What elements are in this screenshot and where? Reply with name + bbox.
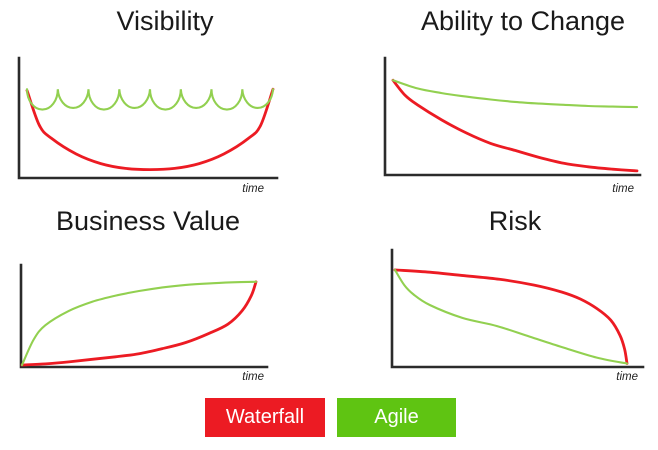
- business-value-waterfall-curve: [20, 280, 258, 367]
- chart-title-ability-to-change: Ability to Change: [420, 6, 626, 36]
- chart-business-value: Business Value time: [0, 200, 330, 395]
- chart-title-business-value: Business Value: [55, 206, 241, 236]
- ability-to-change-waterfall-curve: [391, 78, 639, 173]
- visibility-plot: [16, 52, 284, 199]
- legend-waterfall-chip: Waterfall: [205, 398, 325, 437]
- x-axis-label-time: time: [616, 371, 638, 383]
- chart-ability-to-change: Ability to Change time: [330, 0, 658, 200]
- risk-canvas: [390, 248, 645, 369]
- business-value-plot: [16, 246, 284, 389]
- x-axis-label-time: time: [242, 183, 264, 195]
- chart-title-risk: Risk: [488, 206, 542, 236]
- visibility-waterfall-curve: [25, 87, 275, 172]
- ability-to-change-plot: [380, 52, 648, 199]
- visibility-canvas: [17, 56, 279, 180]
- x-axis-label-time: time: [242, 371, 264, 383]
- ability-to-change-canvas: [383, 56, 642, 177]
- business-value-agile-curve: [20, 280, 258, 367]
- x-axis-label-time: time: [612, 183, 634, 195]
- risk-plot: [386, 246, 648, 389]
- chart-risk: Risk time: [330, 200, 658, 395]
- visibility-agile-curve: [25, 88, 275, 111]
- risk-waterfall-curve: [393, 268, 629, 365]
- visibility-axes: [17, 56, 279, 180]
- ability-to-change-axes: [383, 56, 642, 177]
- risk-axes: [390, 248, 645, 369]
- legend-agile-chip: Agile: [337, 398, 456, 437]
- legend: Waterfall Agile: [0, 398, 658, 437]
- chart-visibility: Visibility time: [0, 0, 330, 200]
- legend-agile-label: Agile: [374, 406, 419, 428]
- business-value-canvas: [19, 263, 269, 369]
- ability-to-change-agile-curve: [391, 79, 639, 109]
- business-value-axes: [19, 263, 269, 369]
- legend-waterfall-label: Waterfall: [225, 406, 305, 428]
- risk-agile-curve: [393, 268, 629, 365]
- chart-title-visibility: Visibility: [116, 6, 214, 36]
